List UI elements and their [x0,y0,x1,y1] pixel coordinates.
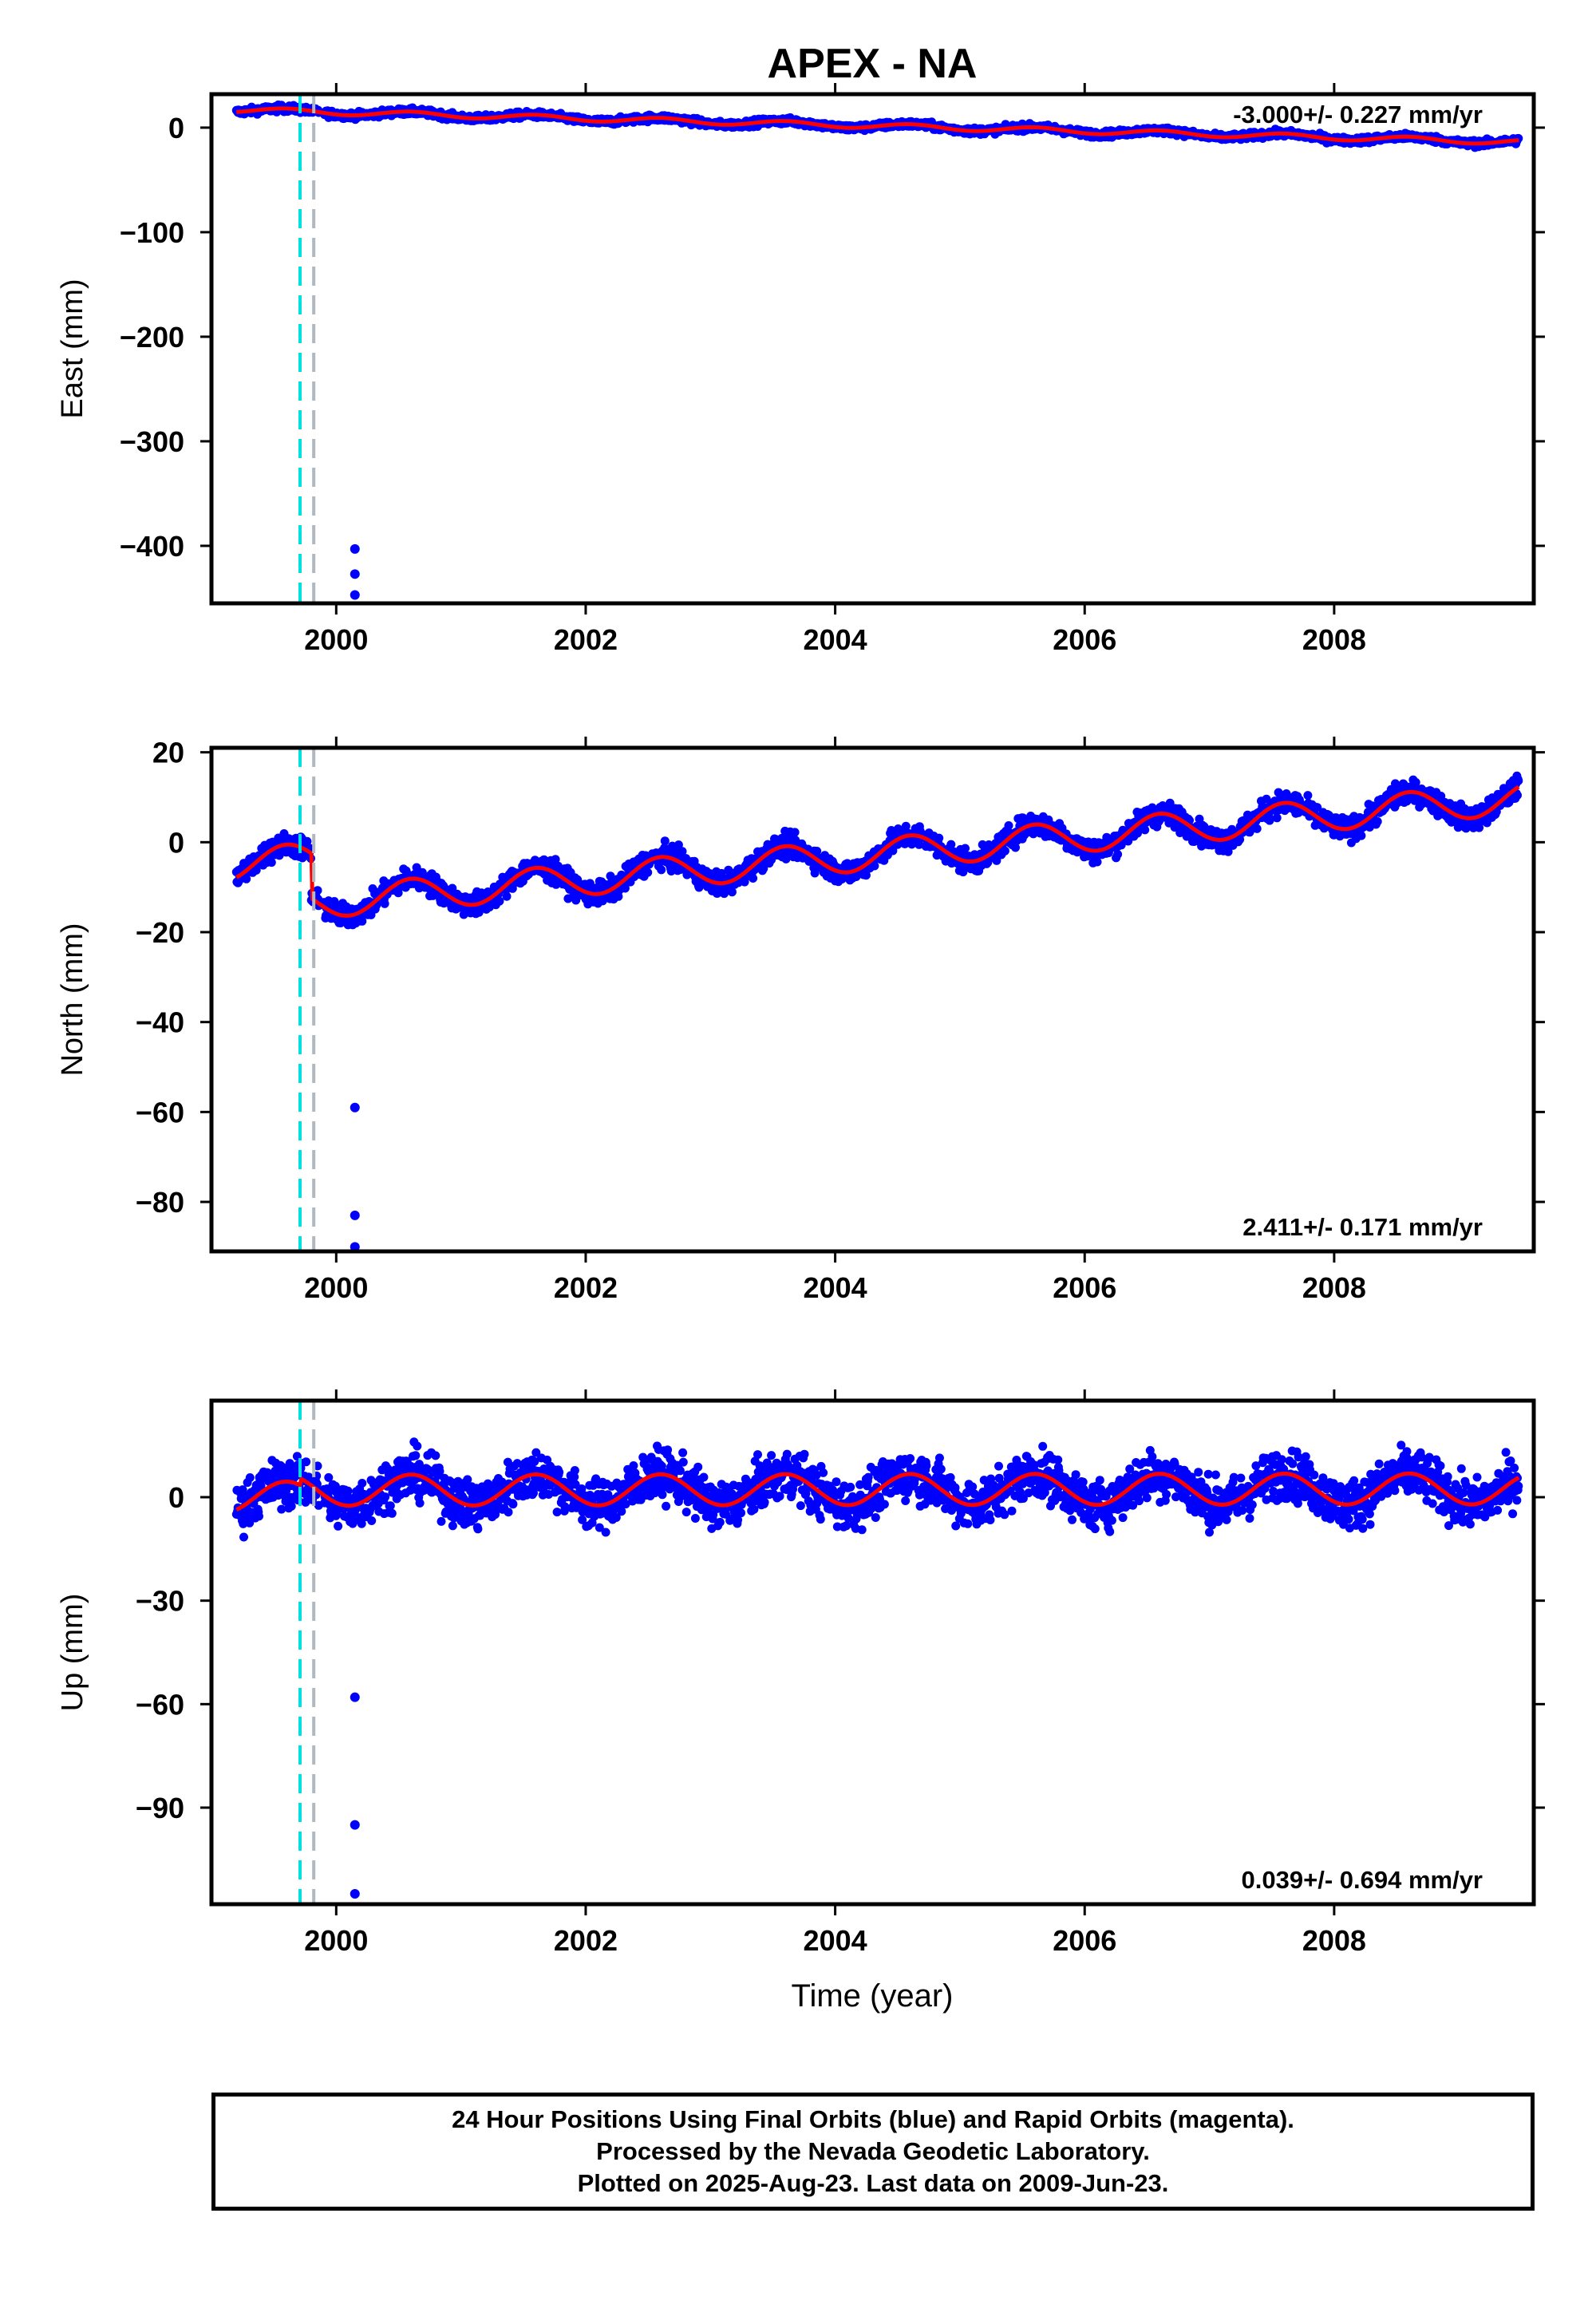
data-point [1223,847,1233,856]
data-point [1000,846,1009,856]
data-point [915,840,924,849]
x-tick-label: 2008 [1302,1271,1366,1304]
rate-label: 2.411+/- 0.171 mm/yr [1242,1213,1483,1241]
y-tick-label: −300 [120,425,184,458]
data-point [242,874,251,883]
data-point [790,828,800,837]
y-tick-label: −100 [120,216,184,249]
data-point [1252,824,1262,833]
data-point [1357,831,1366,840]
data-point [313,886,322,895]
outlier-point [350,1102,360,1113]
y-tick-label: −20 [136,916,184,949]
x-tick-label: 2004 [804,1271,867,1304]
outlier-point [350,1210,360,1220]
data-point [861,871,871,880]
x-tick-label: 2006 [1053,1271,1116,1304]
data-point [1514,776,1523,785]
x-tick-label: 2008 [1302,623,1366,656]
chart-title: APEX - NA [768,41,978,87]
x-tick-label: 2000 [304,623,368,656]
data-layer [231,1437,1523,1899]
data-point [870,861,879,871]
data-layer [231,100,1523,600]
data-point [1113,850,1123,859]
data-point [380,899,389,908]
data-point [502,891,512,901]
y-tick-label: 20 [152,737,184,769]
data-point [267,858,276,868]
data-point [1272,813,1282,823]
panel-east: 2000 2002 2004 2006 2008 0 −100 −200 −300 −400 Eas… [56,41,1545,656]
data-point [245,1473,255,1482]
y-tick-label: −60 [136,1096,184,1128]
data-point [934,833,944,843]
data-point [657,865,666,875]
data-point [727,887,737,897]
plot-frame [209,92,1536,606]
x-tick-label: 2004 [804,623,867,656]
data-layer [231,771,1523,1251]
data-point [961,844,970,853]
y-tick-label: −40 [136,1006,184,1039]
model-line [236,106,1519,146]
outlier-point [350,569,360,579]
data-point [358,916,367,926]
data-point [1235,835,1245,844]
data-point [1303,791,1313,800]
panel-north: 2000 2002 2004 2006 2008 20 0 −20 −40 −60 −80 North… [56,737,1545,1304]
y-tick-label: 0 [168,826,184,859]
rate-label: -3.000+/- 0.227 mm/yr [1233,101,1483,128]
data-point [678,847,687,856]
data-point [1140,825,1150,835]
data-point [1313,803,1322,812]
data-point [643,868,653,877]
data-point [1265,816,1274,825]
outlier-point [350,543,360,554]
data-point [251,865,261,875]
data-point [674,840,683,850]
x-tick-label: 2002 [554,1271,618,1304]
data-point [1373,816,1382,826]
data-point [495,896,504,906]
y-tick-label: −80 [136,1186,184,1219]
y-axis-label: East (mm) [56,279,89,418]
data-point [1004,821,1013,830]
data-point [1092,857,1102,867]
data-point [239,1532,248,1542]
data-point [474,907,484,917]
data-point [393,888,403,898]
y-tick-label: −200 [120,321,184,354]
data-point [660,836,670,846]
y-axis-label: North (mm) [56,923,89,1076]
x-tick-label: 2006 [1053,623,1116,656]
outlier-point [350,590,360,600]
data-point [901,821,911,831]
y-tick-label: −400 [120,530,184,563]
data-point [1391,779,1400,788]
data-point [749,874,758,883]
data-point [551,855,560,864]
y-tick-label: 0 [168,112,184,144]
data-point [946,840,956,849]
data-point [1011,843,1020,852]
x-tick-label: 2002 [554,623,618,656]
x-tick-label: 2000 [304,1271,368,1304]
